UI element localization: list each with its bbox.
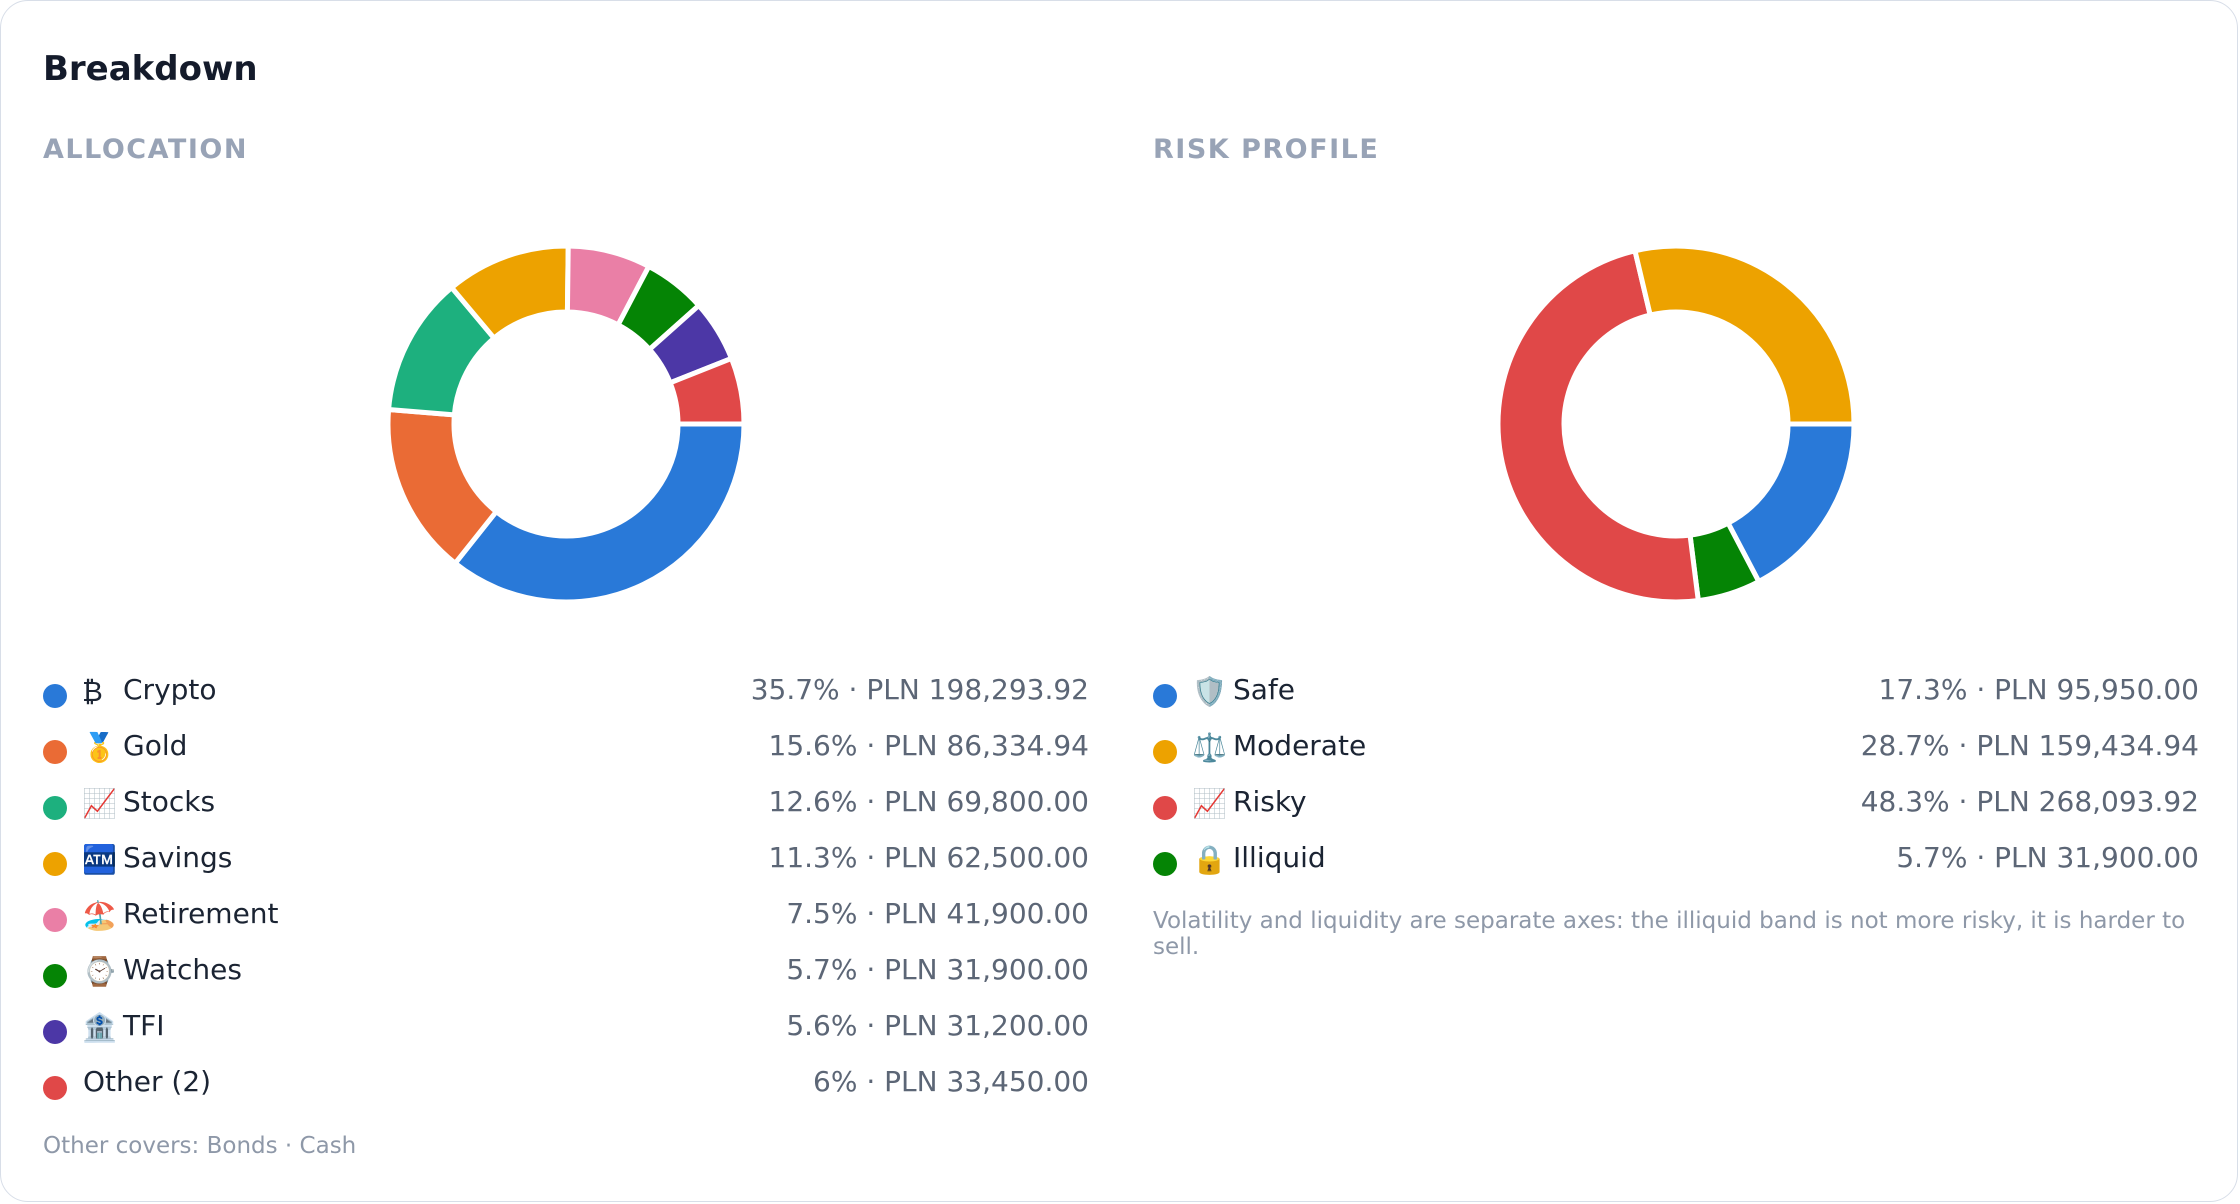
allocation-legend-label: Savings [123,841,233,874]
allocation-legend-row: Other (2) 6% · PLN 33,450.00 [43,1060,1089,1116]
allocation-legend-label: TFI [123,1009,165,1042]
risk-profile-legend-value: 28.7% · PLN 159,434.94 [1860,729,2199,762]
illiquid-icon: 🔒 [1192,843,1227,876]
allocation-legend-dot [43,908,67,932]
risk-profile-legend-row: ⚖️ Moderate 28.7% · PLN 159,434.94 [1153,724,2199,780]
allocation-legend-row: ₿ Crypto 35.7% · PLN 198,293.92 [43,668,1089,724]
allocation-legend-dot [43,964,67,988]
watches-icon: ⌚ [82,955,117,988]
allocation-legend-value: 7.5% · PLN 41,900.00 [786,897,1089,930]
card-title: Breakdown [43,49,258,89]
risky-icon: 📈 [1192,787,1227,820]
allocation-legend-row: 🥇 Gold 15.6% · PLN 86,334.94 [43,724,1089,780]
allocation-legend-label: Gold [123,729,188,762]
allocation-legend-label: Other (2) [83,1065,212,1098]
allocation-slice-other-2[interactable] [667,355,747,427]
risk-profile-legend-row: 🛡️ Safe 17.3% · PLN 95,950.00 [1153,668,2199,724]
allocation-legend-dot [43,740,67,764]
allocation-legend-dot [43,1020,67,1044]
risk-profile-legend-dot [1153,796,1177,820]
allocation-legend-row: 🏦 TFI 5.6% · PLN 31,200.00 [43,1004,1089,1060]
allocation-section-label: ALLOCATION [43,134,248,165]
allocation-legend-row: 🏧 Savings 11.3% · PLN 62,500.00 [43,836,1089,892]
risk-profile-legend-dot [1153,852,1177,876]
risk-profile-legend-value: 48.3% · PLN 268,093.92 [1860,785,2199,818]
gold-icon: 🥇 [82,731,117,764]
risk-profile-legend-row: 📈 Risky 48.3% · PLN 268,093.92 [1153,780,2199,836]
allocation-legend-value: 5.6% · PLN 31,200.00 [786,1009,1089,1042]
allocation-legend-label: Crypto [123,673,217,706]
allocation-legend-dot [43,1076,67,1100]
tfi-icon: 🏦 [82,1011,117,1044]
moderate-icon: ⚖️ [1192,731,1227,764]
allocation-legend-value: 35.7% · PLN 198,293.92 [750,673,1089,706]
allocation-slice-crypto[interactable] [452,421,747,605]
risk-profile-legend-value: 5.7% · PLN 31,900.00 [1896,841,2199,874]
allocation-legend-value: 12.6% · PLN 69,800.00 [768,785,1089,818]
risk-profile-legend-label: Safe [1233,673,1296,706]
allocation-legend-dot [43,852,67,876]
risk-profile-legend-label: Moderate [1233,729,1367,762]
allocation-legend-dot [43,684,67,708]
retirement-icon: 🏖️ [82,899,117,932]
risk-profile-legend-label: Illiquid [1233,841,1326,874]
risk-profile-legend-row: 🔒 Illiquid 5.7% · PLN 31,900.00 [1153,836,2199,892]
allocation-legend-value: 15.6% · PLN 86,334.94 [768,729,1089,762]
risk-profile-legend-dot [1153,740,1177,764]
allocation-legend-row: 📈 Stocks 12.6% · PLN 69,800.00 [43,780,1089,836]
allocation-legend-value: 5.7% · PLN 31,900.00 [786,953,1089,986]
allocation-note: Other covers: Bonds · Cash [43,1133,357,1159]
risk-profile-section-label: RISK PROFILE [1153,134,1380,165]
savings-icon: 🏧 [82,843,117,876]
risk-profile-legend-dot [1153,684,1177,708]
allocation-legend-dot [43,796,67,820]
risk-profile-slice-risky[interactable] [1495,248,1701,605]
risk-profile-note: Volatility and liquidity are separate ax… [1153,908,2186,960]
allocation-legend-row: ⌚ Watches 5.7% · PLN 31,900.00 [43,948,1089,1004]
risk-profile-slice-moderate[interactable] [1632,243,1857,427]
risk-profile-legend: 🛡️ Safe 17.3% · PLN 95,950.00 ⚖️ Moderate 28.… [1153,668,2199,892]
risk-profile-legend-value: 17.3% · PLN 95,950.00 [1878,673,2199,706]
allocation-legend-value: 6% · PLN 33,450.00 [813,1065,1089,1098]
allocation-legend-label: Stocks [123,785,216,818]
risk-profile-legend-label: Risky [1233,785,1307,818]
risk-profile-donut-chart [1495,243,1857,605]
safe-icon: 🛡️ [1192,675,1227,708]
allocation-legend-label: Retirement [123,897,279,930]
crypto-icon: ₿ [82,675,103,708]
allocation-legend: ₿ Crypto 35.7% · PLN 198,293.92 🥇 Gold 15.6% … [43,668,1089,1116]
allocation-legend-label: Watches [123,953,242,986]
allocation-legend-row: 🏖️ Retirement 7.5% · PLN 41,900.00 [43,892,1089,948]
allocation-legend-value: 11.3% · PLN 62,500.00 [768,841,1089,874]
allocation-donut-chart [385,243,747,605]
stocks-icon: 📈 [82,787,117,820]
